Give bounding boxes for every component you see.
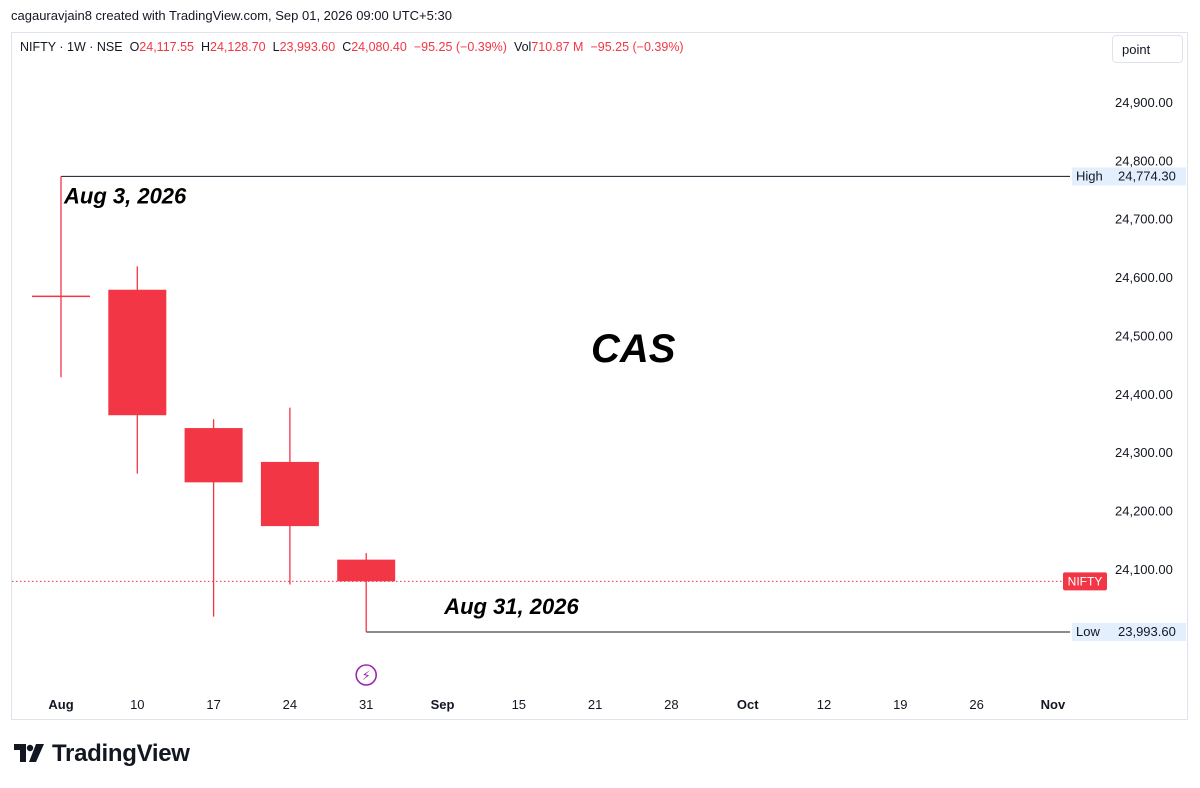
x-tick-label: Sep (431, 697, 455, 712)
y-tick-label: 24,300.00 (1115, 445, 1173, 460)
x-tick-label: Aug (48, 697, 73, 712)
legend-vol-change: −95.25 (−0.39%) (590, 40, 684, 54)
legend-vol-label: Vol (513, 40, 532, 54)
low-label: Low (1076, 624, 1100, 639)
lightning-icon: ⚡ (362, 669, 371, 684)
candle-body (108, 289, 167, 416)
legend-high-label: H (200, 40, 211, 54)
x-tick-label: Nov (1041, 697, 1066, 712)
legend-high: 24,128.70 (210, 40, 266, 54)
y-tick-label: 24,800.00 (1115, 153, 1173, 168)
y-tick-label: 24,500.00 (1115, 328, 1173, 343)
tradingview-logo-text: TradingView (52, 740, 190, 767)
y-tick-label: 24,700.00 (1115, 212, 1173, 227)
high-label: High (1076, 168, 1103, 183)
y-tick-label: 24,600.00 (1115, 270, 1173, 285)
legend-low-label: L (272, 40, 280, 54)
legend-symbol[interactable]: NIFTY · 1W · NSE (20, 40, 123, 54)
x-tick-label: 10 (130, 697, 144, 712)
candle-body (337, 559, 396, 582)
low-price-value: 23,993.60 (1118, 624, 1176, 639)
date-annotation: Aug 31, 2026 (443, 594, 579, 619)
y-tick-label: 24,100.00 (1115, 562, 1173, 577)
legend-close: 24,080.40 (351, 40, 407, 54)
legend-low: 23,993.60 (279, 40, 336, 54)
scale-mode-button[interactable]: point (1112, 35, 1183, 63)
y-tick-label: 24,900.00 (1115, 95, 1173, 110)
legend-change: −95.25 (−0.39%) (413, 40, 507, 54)
candle-body (260, 461, 319, 527)
high-price-value: 24,774.30 (1118, 168, 1176, 183)
low-price-label-bg (1072, 622, 1186, 641)
date-annotation: Aug 3, 2026 (63, 183, 187, 208)
chart-attribution: cagauravjain8 created with TradingView.c… (11, 8, 452, 23)
x-tick-label: 31 (359, 697, 373, 712)
legend-open: 24,117.55 (139, 40, 194, 54)
legend-open-label: O (129, 40, 140, 54)
x-tick-label: 17 (206, 697, 220, 712)
current-price-tag-label: NIFTY (1068, 574, 1103, 588)
ohlc-legend: NIFTY · 1W · NSE O24,117.55 H24,128.70 L23,… (20, 40, 684, 54)
candle-body (184, 428, 243, 483)
event-marker-icon[interactable] (355, 664, 378, 686)
x-tick-label: 28 (664, 697, 678, 712)
chart-note-text: CAS (591, 327, 676, 371)
x-tick-label: 19 (893, 697, 907, 712)
x-tick-label: Oct (737, 697, 759, 712)
legend-close-label: C (342, 40, 352, 54)
x-tick-label: 26 (969, 697, 983, 712)
legend-vol: 710.87 M (531, 40, 584, 54)
x-tick-label: 24 (283, 697, 297, 712)
y-tick-label: 24,200.00 (1115, 504, 1173, 519)
tradingview-logo[interactable]: TradingView (14, 740, 190, 768)
tradingview-logo-icon (14, 744, 44, 762)
x-tick-label: 15 (512, 697, 526, 712)
y-tick-label: 24,400.00 (1115, 387, 1173, 402)
high-price-label-bg (1072, 167, 1186, 186)
x-tick-label: 21 (588, 697, 602, 712)
x-tick-label: 12 (817, 697, 831, 712)
candle-body (32, 295, 90, 298)
current-price-tag (1063, 572, 1107, 591)
chart-frame (11, 32, 1188, 720)
